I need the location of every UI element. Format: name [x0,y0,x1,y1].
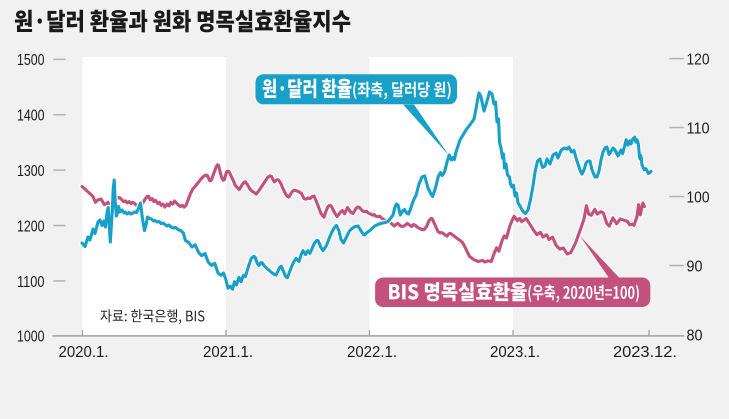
svg-text:1300: 1300 [17,163,45,180]
svg-text:2022.1.: 2022.1. [347,344,397,361]
svg-text:2021.1.: 2021.1. [203,344,253,361]
svg-text:110: 110 [687,120,710,137]
svg-text:2023.12.: 2023.12. [613,344,677,361]
svg-text:120: 120 [687,51,710,68]
svg-text:1400: 1400 [17,108,45,125]
svg-text:2020.1.: 2020.1. [59,344,109,361]
svg-text:1100: 1100 [17,274,45,291]
svg-text:1000: 1000 [17,328,45,345]
svg-text:1200: 1200 [17,218,45,235]
svg-text:2023.1.: 2023.1. [490,344,540,361]
svg-text:100: 100 [687,189,710,206]
svg-text:1500: 1500 [17,52,45,69]
svg-text:80: 80 [687,327,703,344]
svg-text:90: 90 [687,258,703,275]
